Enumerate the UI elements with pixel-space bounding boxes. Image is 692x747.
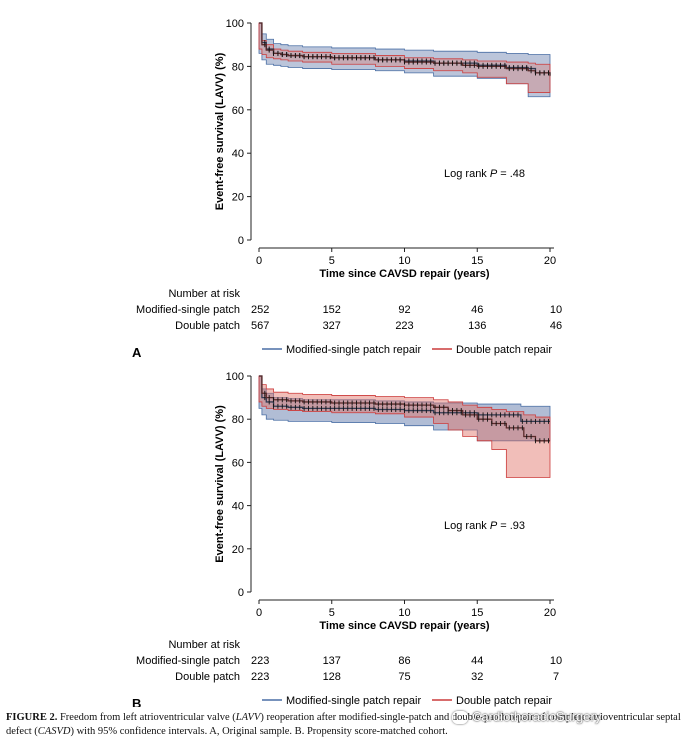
x-tick-label: 10	[398, 255, 410, 267]
caption-text-3: ) with 95% confidence intervals. A, Orig…	[70, 726, 448, 737]
y-tick-label: 100	[226, 18, 244, 30]
at-risk-value-row-0: 223	[251, 655, 269, 667]
x-tick-label: 20	[544, 607, 556, 619]
caption-lavv: LAVV	[235, 712, 261, 723]
y-tick-label: 60	[232, 105, 244, 117]
at-risk-value-row-0: 152	[323, 304, 341, 316]
survival-line-series-0	[259, 375, 550, 423]
at-risk-value-row-0: 86	[398, 655, 410, 667]
log-rank-annotation: Log rank P = .48	[444, 168, 525, 180]
panel-label: B	[132, 696, 141, 707]
y-tick-label: 40	[232, 148, 244, 160]
x-axis-title: Time since CAVSD repair (years)	[319, 268, 490, 280]
at-risk-value-row-1: 567	[251, 320, 269, 332]
y-tick-label: 80	[232, 61, 244, 73]
at-risk-label-row-0: Modified-single patch	[136, 304, 240, 316]
y-tick-label: 40	[232, 501, 244, 513]
y-tick-label: 100	[226, 371, 244, 383]
at-risk-value-row-1: 223	[395, 320, 413, 332]
caption-text-1: Freedom from left atrioventricular valve…	[57, 712, 236, 723]
figure-caption: FIGURE 2. Freedom from left atrioventric…	[6, 711, 686, 739]
at-risk-value-row-0: 10	[550, 655, 562, 667]
caption-label: FIGURE 2.	[6, 712, 58, 723]
x-tick-label: 5	[329, 255, 335, 267]
y-tick-label: 60	[232, 457, 244, 469]
at-risk-value-row-1: 32	[471, 671, 483, 683]
legend-label-series-0: Modified-single patch repair	[286, 344, 421, 356]
at-risk-value-row-0: 252	[251, 304, 269, 316]
at-risk-label-row-1: Double patch	[175, 671, 240, 683]
at-risk-value-row-0: 46	[471, 304, 483, 316]
panel-b-chart: 0 20 40 60 80 100 0 5 10 15 20 Event-free survival …	[132, 371, 562, 707]
ci-band-series-1	[258, 22, 551, 93]
at-risk-value-row-1: 327	[323, 320, 341, 332]
panel-a-chart: 0 20 40 60 80 100 0 5 10 15 20 Event-free survival …	[132, 18, 562, 360]
log-rank-annotation: Log rank P = .93	[444, 520, 525, 532]
at-risk-title: Number at risk	[168, 639, 240, 651]
watermark: CardiothoracicSurgery	[452, 709, 602, 725]
at-risk-value-row-1: 75	[398, 671, 410, 683]
at-risk-value-row-1: 46	[550, 320, 562, 332]
x-tick-label: 5	[329, 607, 335, 619]
at-risk-label-row-0: Modified-single patch	[136, 655, 240, 667]
at-risk-value-row-1: 7	[553, 671, 559, 683]
at-risk-value-row-1: 128	[323, 671, 341, 683]
panel-label: A	[132, 345, 142, 360]
legend-label-series-0: Modified-single patch repair	[286, 695, 421, 707]
legend-label-series-1: Double patch repair	[456, 344, 552, 356]
at-risk-label-row-1: Double patch	[175, 320, 240, 332]
at-risk-value-row-1: 223	[251, 671, 269, 683]
x-axis-title: Time since CAVSD repair (years)	[319, 620, 490, 632]
y-tick-label: 0	[238, 587, 244, 599]
at-risk-value-row-0: 44	[471, 655, 483, 667]
y-axis-title: Event-free survival (LAVV) (%)	[214, 52, 226, 210]
caption-casvd: CASVD	[37, 726, 71, 737]
x-tick-label: 15	[471, 255, 483, 267]
y-tick-label: 0	[238, 235, 244, 247]
x-tick-label: 20	[544, 255, 556, 267]
wechat-icon	[452, 711, 468, 725]
legend-label-series-1: Double patch repair	[456, 695, 552, 707]
watermark-text: CardiothoracicSurgery	[472, 709, 602, 724]
at-risk-title: Number at risk	[168, 288, 240, 300]
y-tick-label: 20	[232, 192, 244, 204]
x-tick-label: 10	[398, 607, 410, 619]
x-tick-label: 0	[256, 255, 262, 267]
at-risk-value-row-0: 137	[323, 655, 341, 667]
x-tick-label: 0	[256, 607, 262, 619]
x-tick-label: 15	[471, 607, 483, 619]
at-risk-value-row-1: 136	[468, 320, 486, 332]
at-risk-value-row-0: 92	[398, 304, 410, 316]
y-axis-title: Event-free survival (LAVV) (%)	[214, 405, 226, 563]
at-risk-value-row-0: 10	[550, 304, 562, 316]
caption-text-2: ) reoperation after modified-single-patc…	[6, 712, 681, 737]
y-tick-label: 80	[232, 414, 244, 426]
y-tick-label: 20	[232, 544, 244, 556]
